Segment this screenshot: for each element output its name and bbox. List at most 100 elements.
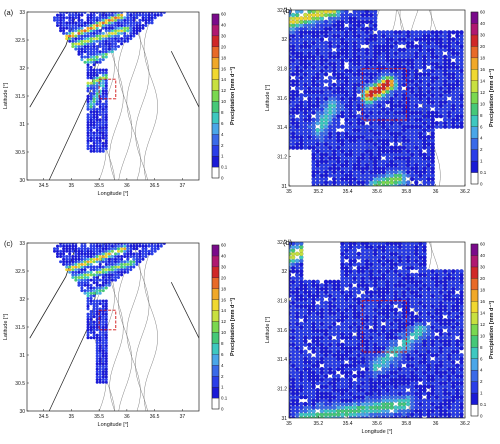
precip-point bbox=[95, 34, 99, 38]
precip-point bbox=[104, 273, 108, 277]
precip-point bbox=[299, 16, 304, 21]
precip-point bbox=[144, 249, 148, 253]
precip-point bbox=[418, 72, 423, 77]
precip-point bbox=[95, 21, 99, 25]
precip-point bbox=[68, 243, 72, 245]
precip-point bbox=[114, 244, 117, 248]
precip-point bbox=[129, 247, 133, 251]
precip-point bbox=[104, 42, 108, 46]
precip-point bbox=[98, 283, 102, 287]
precip-point bbox=[80, 42, 84, 46]
precip-point bbox=[331, 338, 337, 344]
precip-point bbox=[289, 10, 292, 14]
precip-point bbox=[83, 29, 87, 33]
precip-point bbox=[101, 105, 105, 109]
precip-point bbox=[138, 249, 142, 253]
precip-point bbox=[74, 37, 78, 41]
precip-point bbox=[126, 244, 130, 248]
precip-point bbox=[71, 276, 75, 279]
precip-point bbox=[141, 18, 145, 22]
precip-point bbox=[68, 270, 72, 274]
precip-point bbox=[101, 375, 105, 379]
precip-point bbox=[135, 21, 139, 25]
precip-point bbox=[95, 118, 99, 122]
precip-point bbox=[98, 372, 102, 376]
precip-point bbox=[120, 39, 124, 43]
precip-point bbox=[138, 29, 142, 33]
precip-point bbox=[101, 120, 105, 124]
precip-point bbox=[98, 336, 102, 340]
precip-point bbox=[92, 47, 96, 51]
precip-point bbox=[86, 136, 90, 140]
precip-point bbox=[68, 37, 72, 41]
precip-point bbox=[101, 243, 105, 245]
precip-point bbox=[307, 279, 312, 285]
precip-point bbox=[98, 359, 102, 363]
precip-point bbox=[92, 310, 96, 313]
precip-point bbox=[83, 45, 87, 48]
precip-point bbox=[98, 58, 102, 62]
precip-point bbox=[83, 37, 87, 41]
precip-point bbox=[98, 128, 102, 132]
precip-point bbox=[159, 12, 163, 14]
precip-point bbox=[126, 13, 130, 17]
precip-point bbox=[59, 249, 63, 253]
precip-point bbox=[104, 283, 108, 287]
precip-point bbox=[92, 26, 96, 30]
precip-point bbox=[95, 315, 99, 319]
precip-point bbox=[77, 52, 81, 56]
precip-point bbox=[74, 244, 78, 248]
precip-point bbox=[110, 26, 114, 30]
precip-point bbox=[95, 370, 99, 374]
precip-point bbox=[89, 286, 93, 290]
precip-point bbox=[101, 357, 105, 361]
precip-point bbox=[86, 144, 90, 148]
precip-point bbox=[150, 244, 154, 248]
precip-point bbox=[77, 31, 81, 35]
precip-point bbox=[426, 30, 431, 35]
colorbar-tick-label: 18 bbox=[221, 286, 227, 291]
precip-point bbox=[98, 131, 102, 135]
precip-point bbox=[83, 60, 87, 64]
x-tick-label: 35.5 bbox=[94, 183, 104, 189]
precip-point bbox=[153, 247, 157, 251]
precip-point bbox=[62, 249, 66, 253]
precip-point bbox=[95, 107, 99, 111]
precip-point bbox=[132, 243, 136, 245]
precip-point bbox=[95, 144, 99, 148]
precip-point bbox=[123, 243, 127, 245]
precip-point bbox=[89, 136, 93, 140]
precip-point bbox=[104, 123, 108, 127]
precip-point bbox=[71, 249, 75, 253]
precip-point bbox=[430, 110, 435, 115]
precip-point bbox=[442, 54, 448, 60]
precip-point bbox=[80, 58, 84, 62]
precip-point bbox=[77, 12, 81, 14]
precip-point bbox=[101, 362, 105, 366]
precip-point bbox=[104, 278, 108, 282]
precip-point bbox=[150, 247, 154, 251]
precip-point bbox=[92, 76, 96, 80]
colorbar: 00.112468101214161820304060Precipitation… bbox=[211, 12, 236, 181]
precip-point bbox=[98, 134, 102, 137]
precip-point bbox=[74, 13, 78, 17]
precip-point bbox=[92, 304, 96, 308]
precip-point bbox=[409, 311, 415, 316]
precip-point bbox=[98, 262, 102, 266]
precip-point bbox=[95, 268, 99, 272]
precip-point bbox=[327, 377, 333, 382]
panel-label: (a) bbox=[4, 8, 14, 17]
precip-point bbox=[86, 97, 90, 101]
precip-point bbox=[89, 120, 93, 124]
colorbar-tick-label: 4 bbox=[480, 136, 483, 141]
precip-point bbox=[89, 16, 93, 20]
precip-point bbox=[356, 96, 362, 101]
precip-point bbox=[455, 30, 460, 35]
y-tick-label: 32.5 bbox=[15, 38, 25, 44]
precip-point bbox=[98, 265, 102, 269]
precipitation-pixels bbox=[53, 243, 166, 384]
precip-point bbox=[107, 16, 111, 20]
precip-point bbox=[95, 252, 99, 256]
precip-point bbox=[323, 19, 329, 25]
precip-point bbox=[120, 12, 124, 14]
